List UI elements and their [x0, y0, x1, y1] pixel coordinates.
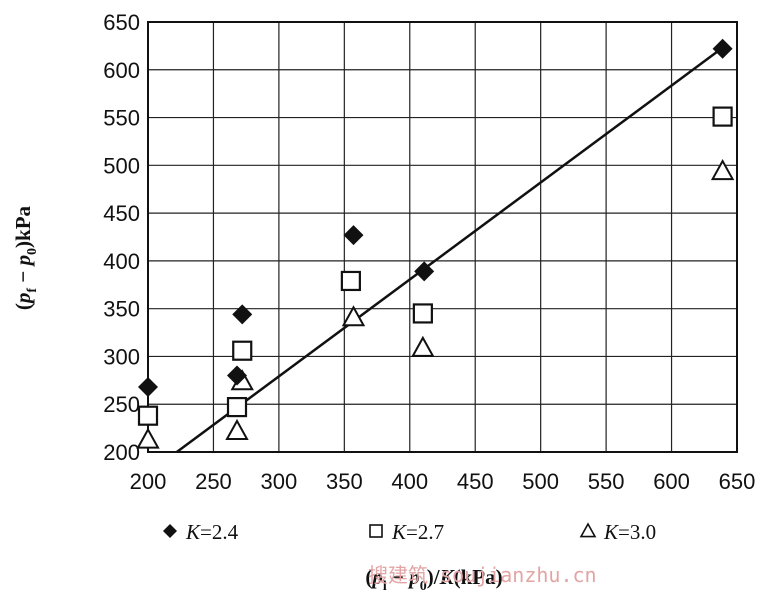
data-point-filled-diamond [712, 38, 733, 59]
y-tick-label: 450 [103, 201, 140, 226]
data-point-open-square [712, 106, 733, 127]
data-point-filled-diamond [232, 304, 253, 325]
x-tick-label: 550 [588, 469, 625, 494]
data-markers [136, 38, 735, 449]
x-tick-label: 650 [719, 469, 756, 494]
data-point-open-triangle [411, 335, 435, 357]
y-tick-label: 350 [103, 297, 140, 322]
data-point-filled-diamond [414, 261, 435, 282]
legend-label: K=2.7 [391, 520, 444, 544]
y-tick-labels: 200 250 300 350 400 450 500 550 600 650 [103, 10, 140, 465]
x-tick-label: 500 [522, 469, 559, 494]
y-tick-label: 650 [103, 10, 140, 35]
legend-item-k24: K=2.4 [163, 520, 239, 544]
x-tick-label: 250 [195, 469, 232, 494]
legend: K=2.4 K=2.7 K=3.0 [163, 520, 656, 544]
data-point-filled-diamond [138, 377, 158, 398]
y-tick-label: 200 [103, 440, 140, 465]
x-tick-label: 400 [391, 469, 428, 494]
legend-marker-square [369, 524, 383, 538]
watermark-text: 搜建筑 soujianzhu.cn [368, 563, 597, 587]
y-tick-label: 250 [103, 392, 140, 417]
y-tick-label: 300 [103, 344, 140, 369]
legend-label: K=3.0 [603, 520, 656, 544]
trend-line [176, 49, 720, 454]
x-tick-label: 300 [261, 469, 298, 494]
legend-item-k30: K=3.0 [579, 520, 656, 544]
x-tick-label: 600 [653, 469, 690, 494]
data-point-open-triangle [710, 159, 735, 181]
data-point-open-square [137, 405, 159, 426]
plot-area-border [147, 21, 738, 453]
x-tick-label: 200 [130, 469, 167, 494]
data-point-open-square [340, 270, 361, 292]
x-tick-label: 450 [457, 469, 494, 494]
data-point-open-square [412, 303, 433, 324]
y-tick-label: 500 [103, 153, 140, 178]
data-point-open-triangle [225, 418, 249, 440]
data-point-open-square [226, 396, 248, 418]
y-tick-label: 400 [103, 249, 140, 274]
data-point-open-square [232, 340, 253, 361]
legend-marker-diamond [163, 524, 177, 538]
x-tick-label: 350 [326, 469, 363, 494]
legend-label: K=2.4 [185, 520, 239, 544]
x-tick-labels: 200 250 300 350 400 450 500 550 600 650 [130, 469, 756, 494]
y-tick-label: 550 [103, 106, 140, 131]
legend-marker-triangle [579, 522, 597, 538]
data-point-open-triangle [341, 305, 366, 327]
data-point-filled-diamond [343, 225, 364, 246]
data-point-open-triangle [136, 427, 160, 449]
y-axis-title: (pf − p0)kPa [11, 205, 40, 310]
y-tick-label: 600 [103, 58, 140, 83]
data-point-filled-diamond [227, 365, 248, 386]
legend-item-k27: K=2.7 [369, 520, 444, 544]
